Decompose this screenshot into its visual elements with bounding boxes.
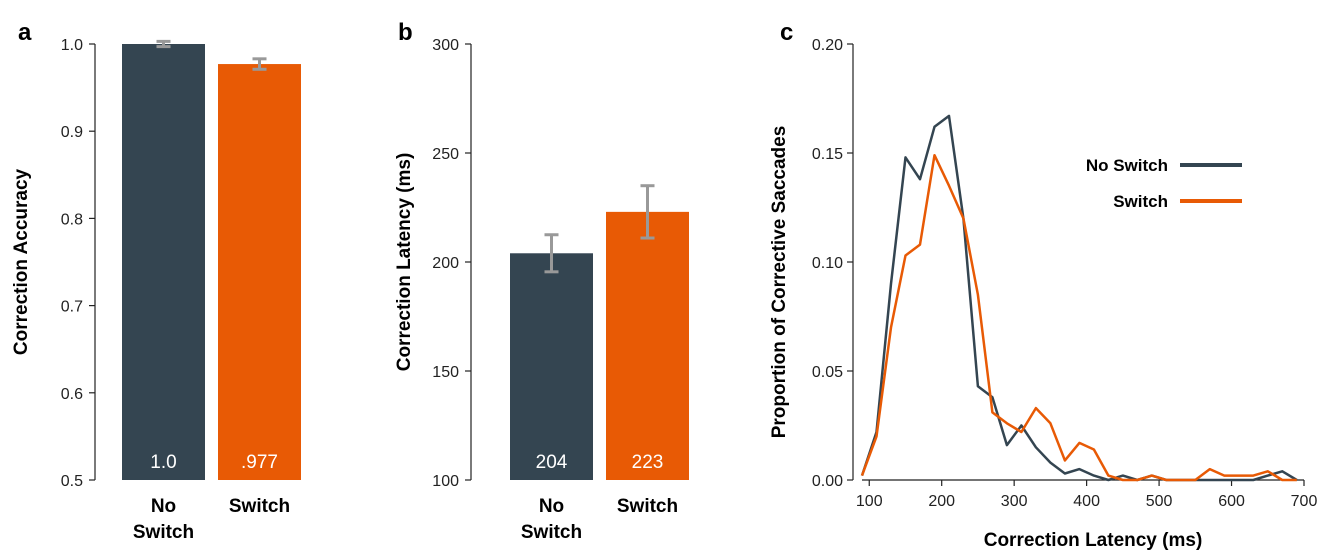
series-line-switch [860,153,1297,482]
category-label: Switch [617,496,678,517]
y-tick-label: 0.05 [812,364,843,381]
category-label: Switch [133,522,194,543]
y-axis-title: Correction Latency (ms) [394,153,415,372]
series-line-no-switch [860,114,1298,482]
category-label: No [151,496,176,517]
y-tick-label: 0.5 [61,473,83,490]
bar-value-label: .977 [241,452,278,473]
x-tick-label: 700 [1291,493,1318,510]
y-axis-title: Correction Accuracy [11,168,32,355]
y-tick-label: 0.10 [812,255,843,272]
legend-label: Switch [1113,192,1168,211]
x-tick-label: 200 [928,493,955,510]
y-tick-label: 0.8 [61,211,83,228]
x-tick-label: 300 [1001,493,1028,510]
y-tick-label: 0.6 [61,386,83,403]
bar-value-label: 1.0 [150,452,176,473]
y-tick-label: 0.9 [61,124,83,141]
y-tick-label: 0.15 [812,146,843,163]
x-tick-label: 600 [1218,493,1245,510]
x-axis-title: Correction Latency (ms) [984,530,1203,551]
bar-value-label: 223 [632,452,664,473]
y-tick-label: 0.7 [61,299,83,316]
bar-switch [606,211,689,481]
category-label: No [539,496,564,517]
panel-a: 0.5 0.6 0.7 0.8 0.9 1.0 Correction Accuracy 1.0… [11,37,301,543]
legend: No Switch Switch [1086,156,1242,211]
y-tick-label: 100 [432,473,459,490]
y-tick-label: 250 [432,146,459,163]
y-tick-label: 300 [432,37,459,54]
bar-no-switch [510,253,593,480]
panel-letter-b: b [398,19,413,46]
y-tick-label: 150 [432,364,459,381]
category-label: Switch [521,522,582,543]
y-tick-label: 0.20 [812,37,843,54]
panel-c: 0.00 0.05 0.10 0.15 0.20 100 200 300 400 500 600 70… [769,37,1317,551]
bar-value-label: 204 [536,452,568,473]
panel-letter-c: c [780,19,793,46]
x-tick-label: 500 [1146,493,1173,510]
y-axis-title: Proportion of Corrective Saccades [769,126,790,439]
bar-switch [218,64,301,480]
legend-label: No Switch [1086,156,1168,175]
x-tick-label: 100 [856,493,883,510]
panel-b: 100 150 200 250 300 Correction Latency (ms) 20… [394,37,689,543]
category-label: Switch [229,496,290,517]
y-tick-label: 1.0 [61,37,83,54]
y-tick-label: 0.00 [812,473,843,490]
panel-letter-a: a [18,19,32,46]
x-tick-label: 400 [1073,493,1100,510]
bar-no-switch [122,44,205,480]
y-tick-label: 200 [432,255,459,272]
